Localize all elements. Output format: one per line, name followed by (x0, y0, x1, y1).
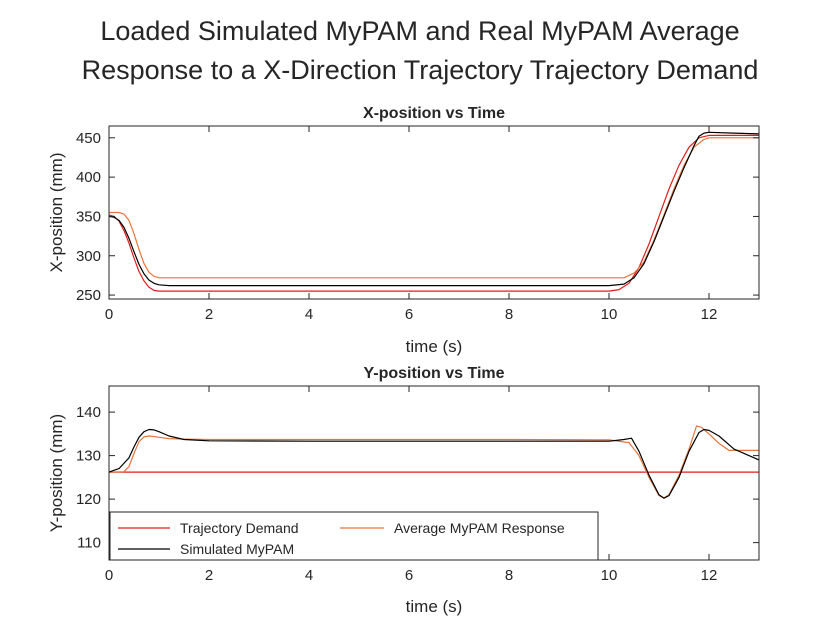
x-position-plot-title: X-position vs Time (363, 105, 505, 122)
x-position-y-tick-label: 350 (76, 208, 101, 225)
y-position-plot-title: Y-position vs Time (363, 365, 504, 382)
x-position-x-tick-label: 10 (601, 306, 618, 323)
x-position-x-tick-label: 6 (405, 306, 413, 323)
x-position-x-tick-label: 2 (205, 306, 213, 323)
x-position-series-simulated-mypam (108, 131, 760, 287)
y-position-y-tick-label: 130 (76, 448, 101, 465)
legend-label-trajectory-demand: Trajectory Demand (180, 520, 299, 536)
y-position-y-tick-label: 140 (76, 404, 101, 421)
y-position-series-simulated-mypam (108, 428, 760, 499)
legend-label-average-mypam-response: Average MyPAM Response (394, 520, 565, 536)
y-position-y-axis-label: Y-position (mm) (47, 414, 66, 532)
x-position-series-layer (108, 131, 760, 292)
y-position-x-tick-label: 8 (505, 567, 513, 584)
x-position-y-tick-label: 450 (76, 130, 101, 147)
legend: Trajectory Demand Average MyPAM Response… (109, 511, 599, 561)
y-position-x-axis-label: time (s) (406, 597, 463, 616)
x-position-y-tick-label: 250 (76, 287, 101, 304)
x-position-x-tick-label: 0 (105, 306, 113, 323)
x-position-x-tick-label: 12 (701, 306, 718, 323)
y-position-y-tick-label: 120 (76, 491, 101, 508)
y-position-x-tick-label: 0 (105, 567, 113, 584)
x-position-y-axis-label: X-position (mm) (47, 153, 66, 273)
y-position-x-tick-label: 6 (405, 567, 413, 584)
y-position-x-tick-label: 12 (701, 567, 718, 584)
x-position-series-trajectory-demand (108, 134, 759, 292)
x-position-x-tick-label: 4 (305, 306, 313, 323)
y-position-series-layer (108, 425, 760, 499)
x-position-x-tick-label: 8 (505, 306, 513, 323)
y-position-axes: Y-position vs Time 0 2 4 6 8 10 12 110 120 130 140… (47, 365, 760, 616)
legend-box (109, 511, 599, 561)
figure-title-line-1: Loaded Simulated MyPAM and Real MyPAM Av… (100, 16, 739, 46)
figure-title-line-2: Response to a X-Direction Trajectory Tra… (82, 55, 759, 85)
y-position-x-tick-label: 4 (305, 567, 313, 584)
y-position-ticks: 0 2 4 6 8 10 12 110 120 130 140 (76, 386, 759, 584)
x-position-ticks: 0 2 4 6 8 10 12 250 300 350 400 450 (76, 126, 759, 323)
x-position-axes-box (108, 125, 760, 300)
x-position-y-tick-label: 300 (76, 248, 101, 265)
legend-label-simulated-mypam: Simulated MyPAM (180, 541, 294, 557)
y-position-x-tick-label: 2 (205, 567, 213, 584)
x-position-axes: X-position vs Time 0 2 4 6 8 10 12 250 300 350 400… (47, 105, 760, 356)
x-position-y-tick-label: 400 (76, 169, 101, 186)
y-position-y-tick-label: 110 (77, 535, 101, 552)
x-position-x-axis-label: time (s) (406, 337, 463, 356)
y-position-series-average-mypam-response (108, 425, 759, 499)
y-position-x-tick-label: 10 (601, 567, 618, 584)
